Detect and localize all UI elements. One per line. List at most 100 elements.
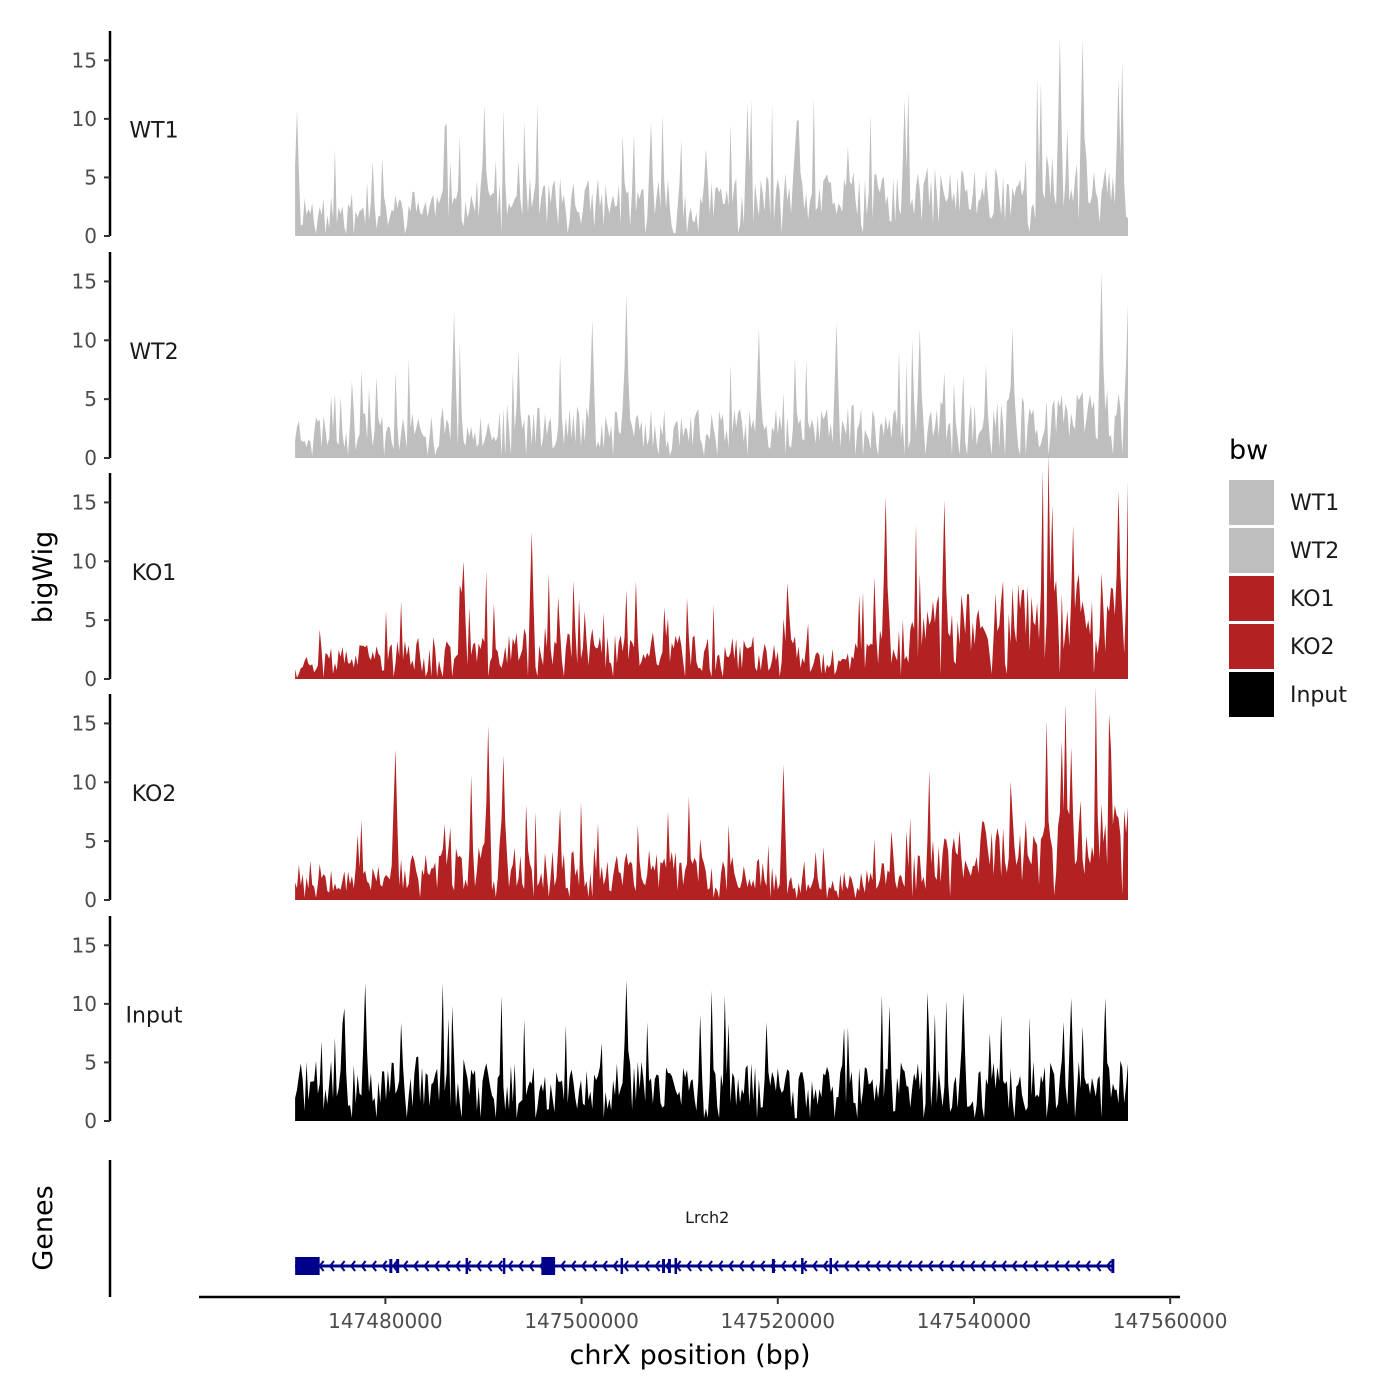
x-tick-label: 147520000 [721,1309,836,1333]
strand-chevron [895,1260,902,1272]
signal-area-wt2 [295,272,1129,458]
strand-chevron [864,1260,871,1272]
strand-chevron [423,1260,430,1272]
strand-chevron [696,1260,703,1272]
strand-chevron [517,1260,524,1272]
strand-chevron [937,1260,944,1272]
strand-chevron [706,1260,713,1272]
strand-chevron [444,1260,451,1272]
strand-chevron [843,1260,850,1272]
y-tick-label: 10 [72,328,97,352]
track-wt1: 0 5 10 15 WT1 [72,31,1129,248]
strand-chevron [622,1260,629,1272]
legend-label-ko1: KO1 [1290,587,1335,612]
track-label-ko2: KO2 [132,782,177,807]
signal-area-ko1 [295,454,1129,679]
strand-chevron [832,1260,839,1272]
gene-exon [541,1257,556,1275]
signal-area-input [295,980,1129,1121]
strand-chevron [1074,1260,1081,1272]
legend-label-wt1: WT1 [1290,491,1339,516]
gene-name-label: Lrch2 [685,1208,729,1227]
x-axis: 147480000 147500000 147520000 147540000 1475… [199,1295,1228,1333]
strand-chevron [402,1260,409,1272]
strand-chevron [612,1260,619,1272]
strand-chevron [990,1260,997,1272]
genes-axis-title: Genes [28,1185,59,1270]
strand-chevron [633,1260,640,1272]
legend-label-ko2: KO2 [1290,635,1335,660]
y-tick-label: 10 [72,107,97,131]
x-tick-label: 147480000 [328,1309,443,1333]
y-tick-label: 10 [72,992,97,1016]
strand-chevron [1011,1260,1018,1272]
strand-chevron [969,1260,976,1272]
legend-swatch-input [1229,672,1274,717]
strand-chevron [780,1260,787,1272]
strand-chevron [1095,1260,1102,1272]
strand-chevron [1063,1260,1070,1272]
signal-area-ko2 [295,685,1129,900]
y-tick-label: 15 [72,269,97,293]
track-label-wt2: WT2 [129,340,178,365]
y-tick-label: 0 [84,667,97,691]
strand-chevron [643,1260,650,1272]
strand-chevron [948,1260,955,1272]
track-input: 0 5 10 15 Input [72,916,1129,1133]
legend-title: bw [1229,435,1268,466]
gene-exon [396,1259,400,1273]
strand-chevron [1032,1260,1039,1272]
strand-chevron [1084,1260,1091,1272]
y-tick-label: 0 [84,224,97,248]
signal-area-wt1 [295,36,1129,237]
strand-chevron [1105,1260,1112,1272]
strand-chevron [507,1260,514,1272]
track-ko1: 0 5 10 15 KO1 [72,454,1129,691]
y-tick-label: 5 [84,165,97,189]
y-tick-label: 15 [72,48,97,72]
track-label-ko1: KO1 [132,561,177,586]
gene-exon [389,1259,393,1273]
strand-chevron [496,1260,503,1272]
gene-exon [1111,1259,1115,1273]
strand-chevron [339,1260,346,1272]
strand-chevron [916,1260,923,1272]
y-axis-title: bigWig [28,531,59,624]
legend-swatch-ko2 [1229,624,1274,669]
y-tick-label: 5 [84,387,97,411]
strand-chevron [381,1260,388,1272]
strand-chevron [580,1260,587,1272]
strand-chevron [559,1260,566,1272]
legend-swatch-wt1 [1229,480,1274,525]
legend-swatch-wt2 [1229,528,1274,573]
strand-chevron [1000,1260,1007,1272]
strand-chevron [738,1260,745,1272]
legend: bw WT1 WT2 KO1 KO2 Input [1229,435,1347,717]
x-axis-title: chrX position (bp) [569,1340,810,1371]
strand-chevron [475,1260,482,1272]
track-label-wt1: WT1 [129,119,178,144]
strand-chevron [528,1260,535,1272]
strand-chevron [360,1260,367,1272]
strand-chevron [1042,1260,1049,1272]
legend-label-wt2: WT2 [1290,539,1339,564]
strand-chevron [874,1260,881,1272]
x-tick-label: 147560000 [1113,1309,1228,1333]
strand-chevron [486,1260,493,1272]
strand-chevron [654,1260,661,1272]
strand-chevron [328,1260,335,1272]
strand-chevron [454,1260,461,1272]
strand-chevron [748,1260,755,1272]
y-tick-label: 10 [72,770,97,794]
y-tick-label: 0 [84,446,97,470]
x-tick-label: 147500000 [524,1309,639,1333]
y-tick-label: 0 [84,1109,97,1133]
y-tick-label: 10 [72,549,97,573]
strand-chevron [979,1260,986,1272]
strand-chevron [391,1260,398,1272]
strand-chevron [685,1260,692,1272]
y-tick-label: 5 [84,829,97,853]
strand-chevron [601,1260,608,1272]
track-wt2: 0 5 10 15 WT2 [72,252,1129,470]
